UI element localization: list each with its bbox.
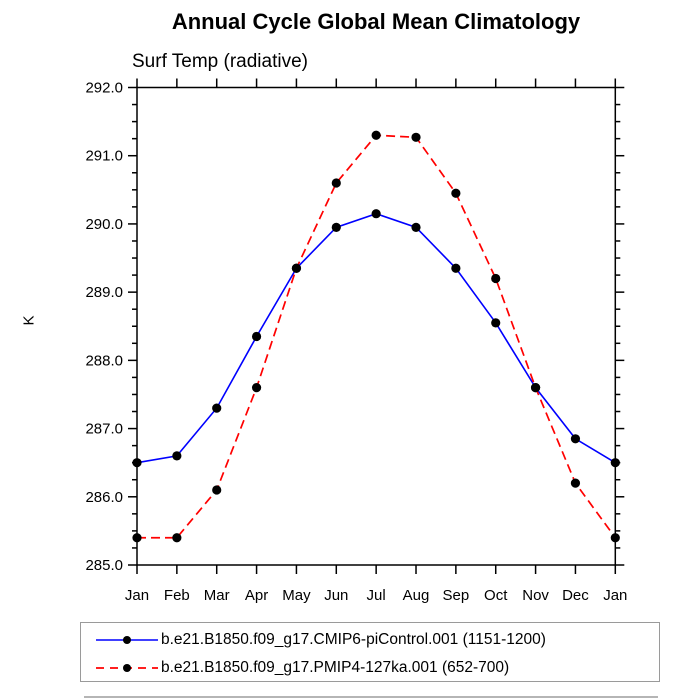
series-marker-cmip6-picontrol	[172, 451, 182, 461]
series-marker-cmip6-picontrol	[331, 222, 341, 232]
y-axis-tick-label: 291.0	[85, 148, 123, 165]
x-axis-tick-label: Sep	[443, 587, 470, 604]
y-axis-tick-label: 289.0	[85, 284, 123, 301]
y-axis-tick-label: 286.0	[85, 489, 123, 506]
plot-area: 285.0 286.0 287.0 288.0 289.0 290.0 291.0 292.0…	[85, 78, 627, 604]
series-marker-cmip6-picontrol	[570, 434, 581, 444]
x-axis-tick-label: Aug	[403, 587, 430, 604]
x-axis-tick-label: Jan	[603, 587, 627, 604]
legend-item-pmip4: b.e21.B1850.f09_g17.PMIP4-127ka.001 (652…	[81, 654, 659, 682]
series-marker-pmip4-127ka	[451, 188, 461, 198]
series-marker-pmip4-127ka	[491, 273, 501, 284]
series-marker-pmip4-127ka	[570, 478, 581, 488]
y-axis-tick-label: 288.0	[85, 352, 123, 369]
series-marker-cmip6-picontrol	[132, 458, 142, 468]
x-axis-tick-label: Feb	[164, 587, 190, 604]
legend-line-sample-solid	[96, 636, 158, 644]
cropped-box-top-border	[84, 696, 658, 698]
series-marker-pmip4-127ka	[411, 132, 421, 142]
legend-line-sample-dashed	[96, 664, 158, 672]
series-marker-pmip4-127ka	[291, 263, 302, 273]
legend-item-cmip6: b.e21.B1850.f09_g17.CMIP6-piControl.001 …	[81, 626, 659, 654]
series-marker-pmip4-127ka	[132, 533, 142, 543]
series-marker-cmip6-picontrol	[251, 331, 262, 342]
series-marker-pmip4-127ka	[251, 383, 262, 393]
y-axis-tick-label: 285.0	[85, 557, 123, 574]
x-axis-tick-label: May	[282, 587, 311, 604]
series-marker-cmip6-picontrol	[610, 458, 620, 468]
legend-label-pmip4: b.e21.B1850.f09_g17.PMIP4-127ka.001 (652…	[161, 659, 510, 676]
legend-label-cmip6: b.e21.B1850.f09_g17.CMIP6-piControl.001 …	[161, 631, 546, 648]
series-marker-pmip4-127ka	[371, 130, 381, 140]
x-axis-tick-label: Oct	[484, 587, 508, 604]
x-axis-tick-label: Nov	[522, 587, 549, 604]
legend-box: b.e21.B1850.f09_g17.CMIP6-piControl.001 …	[80, 622, 660, 682]
x-axis-tick-label: Dec	[562, 587, 589, 604]
x-axis-tick-label: Mar	[204, 587, 230, 604]
y-axis-tick-label: 287.0	[85, 421, 123, 438]
series-marker-cmip6-picontrol	[411, 222, 421, 232]
series-line-pmip4-127ka	[137, 134, 616, 539]
series-line-cmip6-picontrol	[136, 212, 616, 464]
series-marker-pmip4-127ka	[172, 533, 182, 543]
x-axis-tick-label: Jun	[324, 587, 348, 604]
series-marker-cmip6-picontrol	[212, 403, 222, 413]
series-marker-pmip4-127ka	[331, 178, 341, 188]
series-marker-cmip6-picontrol	[491, 318, 501, 328]
y-axis-tick-label: 292.0	[85, 80, 123, 97]
series-marker-cmip6-picontrol	[451, 263, 461, 273]
x-axis-tick-label: Jan	[125, 587, 149, 604]
x-axis-tick-label: Jul	[367, 587, 386, 604]
x-axis-tick-label: Apr	[245, 587, 268, 604]
plot-frame	[136, 86, 617, 566]
y-axis-tick-label: 290.0	[85, 216, 123, 233]
chart-subtitle: Surf Temp (radiative)	[132, 51, 308, 72]
series-marker-pmip4-127ka	[530, 383, 541, 393]
chart-title: Annual Cycle Global Mean Climatology	[171, 9, 581, 34]
series-marker-pmip4-127ka	[610, 533, 620, 543]
series-marker-cmip6-picontrol	[371, 209, 381, 219]
series-marker-pmip4-127ka	[212, 485, 222, 495]
